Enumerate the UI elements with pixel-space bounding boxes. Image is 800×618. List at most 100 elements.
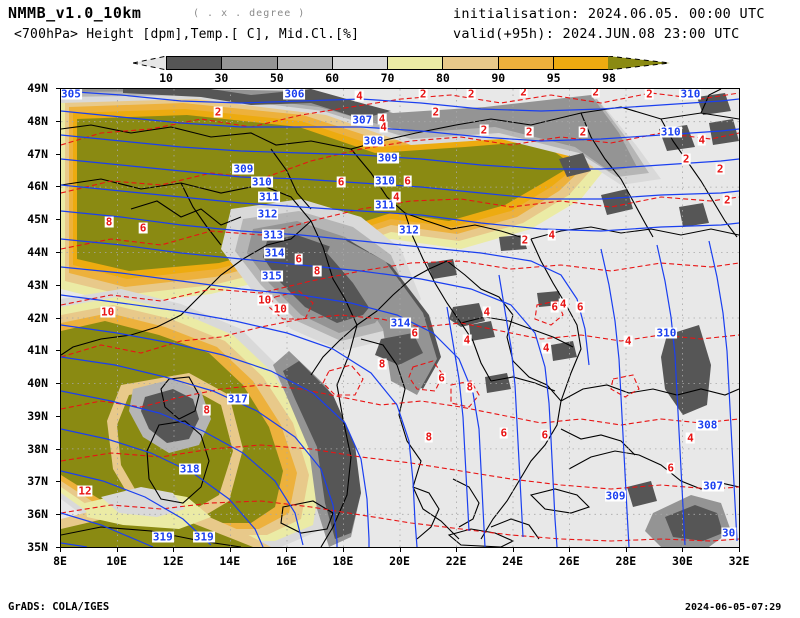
field-description: <700hPa> Height [dpm],Temp.[ C], Mid.Cl.… (14, 27, 360, 42)
initialisation-time: initialisation: 2024.06.05. 00:00 UTC (453, 6, 765, 22)
lon-tick-10E: 10E (106, 554, 127, 568)
lon-tick-mark (569, 547, 571, 552)
lat-tick-mark (56, 547, 60, 548)
colorbar-tick-95: 95 (546, 71, 561, 85)
temp-contour-label-8: 8 (312, 264, 322, 278)
temp-contour-label-4: 4 (547, 228, 557, 242)
colorbar-below-min-arrow (133, 56, 167, 70)
temp-contour-label-6: 6 (138, 221, 148, 235)
lon-tick-26E: 26E (558, 554, 580, 568)
height-contour-label-310: 310 (374, 174, 396, 188)
lat-tick-47N: 47N (27, 146, 48, 161)
lat-tick-45N: 45N (27, 212, 48, 227)
height-contour-label-315: 315 (260, 269, 283, 283)
height-contour-label-311: 311 (374, 198, 396, 212)
lon-tick-mark (739, 547, 740, 552)
valid-time: valid(+95h): 2024.JUN.08 23:00 UTC (453, 26, 740, 42)
lat-tick-mark (56, 153, 60, 155)
temp-contour-label-10: 10 (100, 305, 116, 319)
lat-tick-37N: 37N (27, 474, 48, 489)
height-contours (61, 90, 739, 547)
height-contour-label-311: 311 (258, 190, 280, 204)
temp-contour-label-4: 4 (379, 120, 388, 134)
height-contour-label-319: 319 (192, 530, 215, 544)
lon-tick-16E: 16E (275, 554, 297, 568)
temp-contour-label-12: 12 (77, 484, 93, 498)
lon-tick-12E: 12E (162, 554, 184, 568)
height-contour-label-312: 312 (256, 207, 279, 221)
temp-contour-label-10: 10 (272, 302, 288, 316)
grid-resolution-note: ( . x . degree ) (193, 8, 306, 19)
colorbar-above-max-arrow (608, 56, 670, 70)
colorbar-tick-30: 30 (214, 71, 229, 85)
height-contour-label-307: 307 (351, 113, 374, 127)
height-contour-label-310: 310 (659, 125, 682, 139)
lon-tick-24E: 24E (502, 554, 524, 568)
colorbar-tick-50: 50 (269, 71, 284, 85)
temp-contour-label-2: 2 (431, 105, 441, 119)
temp-contour-label-2: 2 (213, 105, 223, 119)
map-plot-area[interactable]: 305 306 307 308 309 309 310 310 311 311 312 312 313 3… (60, 88, 740, 548)
lon-tick-mark (229, 547, 231, 552)
temp-contour-label-4: 4 (391, 190, 401, 204)
lat-tick-mark (56, 186, 60, 188)
height-contour-label-308: 308 (362, 134, 385, 148)
colorbar: 10 30 50 60 70 80 90 95 98 (133, 56, 670, 86)
lat-tick-mark (56, 514, 60, 516)
temp-contour-label-6: 6 (550, 300, 559, 314)
lon-tick-mark (286, 547, 288, 552)
lat-tick-48N: 48N (27, 113, 48, 128)
temp-contour-label-4: 4 (482, 305, 492, 319)
lat-tick-mark (56, 448, 60, 450)
temp-contour-label-2: 2 (591, 88, 601, 99)
temp-contour-label-8: 8 (424, 430, 434, 444)
header: NMMB_v1.0_10km ( . x . degree ) <700hPa>… (0, 0, 800, 50)
temp-contour-label-6: 6 (666, 461, 675, 475)
lat-tick-40N: 40N (27, 376, 48, 391)
temp-contour-label-10: 10 (257, 293, 273, 307)
temp-contour-label-4: 4 (686, 431, 695, 445)
colorbar-bin-90-95 (498, 57, 554, 69)
colorbar-tick-10: 10 (159, 71, 173, 85)
height-contour-label-313: 313 (262, 228, 285, 242)
lat-tick-mark (56, 383, 60, 385)
lat-tick-mark (56, 251, 60, 253)
lon-tick-8E: 8E (53, 554, 67, 568)
lat-tick-36N: 36N (27, 507, 48, 522)
colorbar-tick-70: 70 (380, 71, 395, 85)
temp-contour-label-2: 2 (519, 88, 528, 99)
temp-contour-label-2: 2 (479, 123, 489, 137)
footer-credit: GrADS: COLA/IGES (8, 601, 110, 613)
lon-tick-14E: 14E (219, 554, 241, 568)
temp-contour-label-2: 2 (418, 88, 428, 101)
height-contour-label-309: 309 (232, 162, 255, 176)
height-contour-label-317: 317 (226, 392, 249, 406)
lat-tick-49N: 49N (27, 81, 48, 95)
height-contour-label-30: 30 (721, 526, 737, 540)
temp-contour-label-4: 4 (355, 89, 364, 103)
temp-contour-label-4: 4 (558, 297, 568, 311)
height-contour-label-309: 309 (604, 489, 627, 503)
lon-tick-32E: 32E (728, 554, 750, 568)
lon-tick-18E: 18E (332, 554, 354, 568)
lat-tick-44N: 44N (27, 244, 48, 259)
temp-contour-label-6: 6 (437, 371, 446, 384)
lon-tick-mark (60, 547, 61, 552)
lat-tick-42N: 42N (27, 310, 48, 325)
temp-contour-label-2: 2 (681, 152, 691, 166)
height-contour-label-312: 312 (398, 223, 420, 237)
lon-tick-mark (682, 547, 684, 552)
lat-tick-mark (56, 317, 60, 319)
height-contour-label-310: 310 (679, 88, 702, 101)
temp-contour-label-8: 8 (465, 380, 475, 394)
colorbar-bin-50-60 (277, 57, 333, 69)
colorbar-tick-80: 80 (435, 71, 450, 85)
colorbar-tick-90: 90 (491, 71, 506, 85)
lon-tick-mark (399, 547, 401, 552)
lon-tick-mark (456, 547, 458, 552)
temp-contour-label-2: 2 (722, 193, 732, 207)
colorbar-bins (166, 56, 609, 70)
temp-contour-label-2: 2 (520, 233, 530, 247)
lat-tick-mark (56, 120, 60, 122)
lat-tick-39N: 39N (27, 408, 48, 423)
